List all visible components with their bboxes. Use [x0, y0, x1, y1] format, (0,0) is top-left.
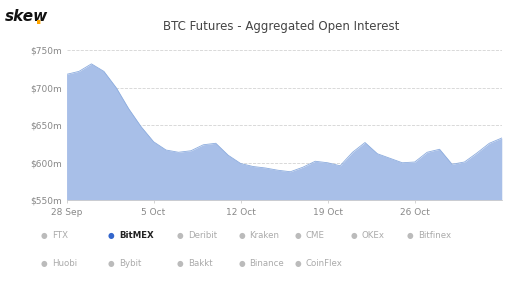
Text: FTX: FTX	[52, 231, 68, 241]
Text: ●: ●	[41, 231, 48, 241]
Text: BTC Futures - Aggregated Open Interest: BTC Futures - Aggregated Open Interest	[163, 20, 400, 33]
Text: ●: ●	[238, 259, 245, 268]
Text: ●: ●	[108, 231, 114, 241]
Text: Bitfinex: Bitfinex	[418, 231, 452, 241]
Text: ●: ●	[294, 259, 301, 268]
Text: Bybit: Bybit	[119, 259, 141, 268]
Text: Bakkt: Bakkt	[188, 259, 212, 268]
Text: Kraken: Kraken	[249, 231, 280, 241]
Text: OKEx: OKEx	[362, 231, 385, 241]
Text: ●: ●	[238, 231, 245, 241]
Text: BitMEX: BitMEX	[119, 231, 154, 241]
Text: ●: ●	[351, 231, 357, 241]
Text: skew: skew	[5, 9, 48, 23]
Text: ●: ●	[177, 259, 183, 268]
Text: ●: ●	[108, 259, 114, 268]
Text: Deribit: Deribit	[188, 231, 217, 241]
Text: ●: ●	[177, 231, 183, 241]
Text: ●: ●	[407, 231, 414, 241]
Text: ●: ●	[41, 259, 48, 268]
Text: .: .	[35, 9, 42, 27]
Text: ●: ●	[294, 231, 301, 241]
Text: Binance: Binance	[249, 259, 284, 268]
Text: CME: CME	[306, 231, 325, 241]
Text: Huobi: Huobi	[52, 259, 77, 268]
Text: CoinFlex: CoinFlex	[306, 259, 343, 268]
